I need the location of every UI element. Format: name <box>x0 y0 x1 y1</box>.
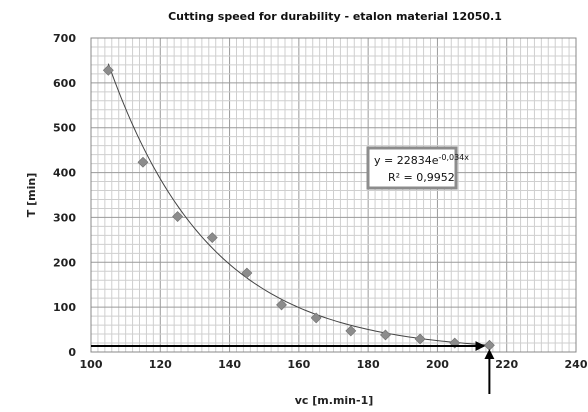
y-tick-label: 700 <box>53 32 76 45</box>
x-tick-label: 100 <box>80 358 103 371</box>
y-tick-label: 400 <box>53 167 76 180</box>
x-axis-title: vc [m.min-1] <box>295 394 374 407</box>
y-axis-title: T [min] <box>25 173 38 217</box>
x-tick-label: 180 <box>357 358 380 371</box>
equation-box-border <box>366 146 458 190</box>
trendline-equation-box: y = 22834e-0,034x R² = 0,9952 <box>366 146 469 190</box>
y-tick-label: 100 <box>53 301 76 314</box>
data-point <box>449 337 461 349</box>
x-tick-label: 240 <box>565 358 588 371</box>
trendline-r2: R² = 0,9952 <box>388 171 455 184</box>
chart-title: Cutting speed for durability - etalon ma… <box>168 10 502 23</box>
data-point <box>310 312 322 324</box>
x-tick-label: 220 <box>495 358 518 371</box>
x-tick-label: 140 <box>218 358 241 371</box>
y-tick-label: 0 <box>68 346 76 359</box>
data-point <box>380 329 391 341</box>
data-point <box>241 267 253 279</box>
data-point <box>414 333 426 345</box>
y-tick-label: 600 <box>53 77 76 90</box>
data-point <box>102 64 114 76</box>
plot-area-border <box>90 37 577 353</box>
data-point <box>172 211 184 222</box>
x-tick-label: 160 <box>287 358 310 371</box>
y-tick-label: 200 <box>53 256 76 269</box>
x-tick-label: 120 <box>149 358 172 371</box>
data-point <box>206 232 218 244</box>
y-tick-label: 300 <box>53 211 76 224</box>
y-tick-label: 500 <box>53 122 76 135</box>
trendline-curve <box>107 63 490 346</box>
trendline-exponent: -0,034x <box>438 153 469 162</box>
data-point <box>137 156 149 168</box>
data-point <box>345 325 357 337</box>
trendline-equation: y = 22834e-0,034x <box>374 153 469 167</box>
data-point <box>276 299 287 311</box>
x-tick-label: 200 <box>426 358 449 371</box>
